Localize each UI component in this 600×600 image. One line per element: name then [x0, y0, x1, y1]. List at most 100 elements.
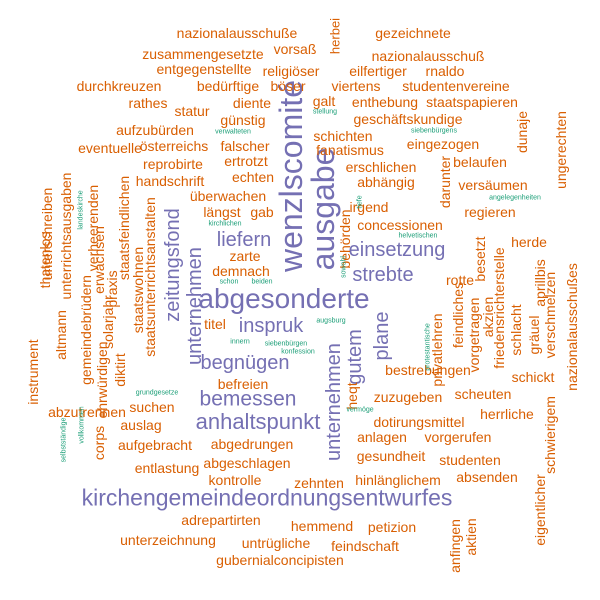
w-nazionalausschuesse: nazionalausschuße	[176, 25, 298, 41]
w-tiefe: tiefe	[356, 195, 364, 209]
w-innern: innern	[230, 338, 250, 346]
w-bemessen: bemessen	[199, 387, 297, 411]
w-gab: gab	[250, 204, 274, 220]
w-guenstig: günstig	[220, 112, 266, 128]
w-schwierigem: schwierigem	[542, 396, 558, 474]
w-staatsfeindlichen: staatsfeindlichen	[116, 175, 132, 281]
w-versaeumen: versäumen	[458, 177, 528, 193]
w-vorsass: vorsaß	[273, 41, 317, 57]
w-studentenvereine: studentenvereine	[402, 78, 510, 94]
w-einsetzung: einsetzung	[348, 239, 446, 261]
w-nazionalausschusses: nazionalausschußes	[564, 263, 580, 391]
w-zehnten: zehnten	[294, 475, 344, 491]
w-selbststaendige: selbstständige	[60, 417, 68, 463]
w-aufgebracht: aufgebracht	[118, 437, 192, 453]
w-abhaengig: abhängig	[357, 174, 415, 190]
w-instrument: instrument	[25, 339, 41, 405]
w-gesundheit: gesundheit	[356, 448, 426, 464]
w-diktirt: diktirt	[112, 353, 128, 387]
w-geschaeftskundige: geschäftskundige	[353, 111, 463, 127]
w-kirchlichen: kirchlichen	[208, 220, 242, 228]
w-besetzt: besetzt	[472, 236, 488, 282]
w-ueberwachen: überwachen	[189, 188, 267, 204]
w-absenden: absenden	[456, 469, 518, 485]
w-regieren: regieren	[464, 204, 516, 220]
w-galt: galt	[312, 93, 336, 109]
w-gutem: gutem	[344, 329, 366, 385]
w-staatsunterrichtsanstalten: staatsunterrichtsanstalten	[142, 197, 158, 357]
w-unterrichtsausgaben: unterrichtsausgaben	[58, 172, 74, 300]
w-begnuegen: begnügen	[200, 352, 290, 374]
w-unternehmen-1: unternehmen	[184, 247, 206, 365]
w-abgeschlagen: abgeschlagen	[203, 455, 291, 471]
w-staatspapieren: staatspapieren	[426, 94, 518, 110]
w-stellung: stellung	[312, 108, 338, 116]
w-herde: herde	[511, 234, 547, 250]
w-rathes: rathes	[128, 95, 168, 111]
w-bestrebungen: bestrebungen	[385, 362, 471, 378]
w-laengst: längst	[203, 204, 241, 220]
w-unterschreiben: unterschreiben	[39, 187, 55, 281]
w-verwalteten: verwalteten	[215, 128, 251, 136]
w-vorgetragen: vorgetragen	[466, 297, 482, 373]
w-friedensrichterstelle: friedensrichterstelle	[491, 247, 507, 369]
w-suchen: suchen	[129, 399, 175, 415]
w-boeser: böser	[270, 78, 306, 94]
w-eventuelle: eventuelle	[78, 140, 142, 156]
w-privatlehren: privatlehren	[429, 313, 445, 387]
w-schickt: schickt	[511, 369, 555, 385]
w-schichten: schichten	[313, 128, 373, 144]
w-beiden: beiden	[251, 278, 273, 286]
w-konfession: konfession	[281, 348, 315, 356]
w-verschmelzen: verschmelzen	[542, 271, 558, 359]
w-ertrotzt: ertrotzt	[224, 153, 268, 169]
w-corps: corps	[91, 425, 107, 461]
w-eilfertiger: eilfertiger	[349, 63, 407, 79]
w-unternehmen-2: unternehmen	[323, 343, 345, 461]
w-liefern: liefern	[216, 229, 272, 251]
w-vollkommen: vollkommen	[78, 406, 86, 444]
w-schlacht: schlacht	[508, 304, 524, 356]
w-helvetischen: helvetischen	[398, 232, 438, 240]
w-abgedrungen: abgedrungen	[210, 436, 294, 452]
w-ehrwuerdigen: ehrwürdigen	[94, 341, 110, 419]
w-anhaltspunkt: anhaltspunkt	[195, 409, 321, 434]
w-petizion: petizion	[367, 519, 417, 535]
w-strebte: strebte	[352, 264, 414, 286]
w-zusammengesetzte: zusammengesetzte	[142, 46, 264, 62]
w-vorgerufen: vorgerufen	[424, 429, 492, 445]
w-scheuten: scheuten	[454, 386, 512, 402]
w-aktien: aktien	[463, 518, 479, 556]
w-ausgabe: ausgabe	[305, 147, 341, 271]
w-dunaje: dunaje	[514, 110, 530, 154]
w-diente: diente	[232, 95, 272, 111]
w-hinlaenglichem: hinlänglichem	[355, 472, 441, 488]
w-nazionalausschuss: nazionalausschuß	[371, 48, 485, 64]
w-abzutrennen: abzutrennen	[48, 404, 126, 420]
w-siebenbuergens: siebenbürgens	[411, 127, 457, 135]
w-titel: titel	[204, 316, 226, 332]
w-statur: statur	[174, 103, 210, 119]
w-viertens: viertens	[331, 78, 381, 94]
w-angelegenheiten: angelegenheiten	[489, 194, 541, 202]
w-kontrolle: kontrolle	[208, 472, 262, 488]
w-enthebung: enthebung	[351, 94, 419, 110]
w-eigentlicher: eigentlicher	[532, 474, 548, 546]
w-echten: echten	[231, 169, 275, 185]
w-dotirungsmittel: dotirungsmittel	[373, 414, 465, 430]
w-graeuel: gräuel	[526, 315, 542, 355]
w-hemmend: hemmend	[290, 518, 354, 534]
w-plane: plane	[371, 311, 393, 361]
w-demnach: demnach	[212, 263, 270, 279]
w-zarte: zarte	[229, 248, 261, 264]
w-entgegenstellte: entgegenstellte	[156, 61, 252, 77]
w-untruegliche: untrügliche	[241, 535, 311, 551]
w-adrepartirten: adrepartirten	[181, 512, 261, 528]
w-kirchengemeindeordnungsentwurfes: kirchengemeindeordnungsentwurfes	[81, 484, 453, 511]
w-studenten: studenten	[439, 452, 501, 468]
w-feindliches: feindliches	[450, 281, 466, 349]
w-ungerechten: ungerechten	[553, 111, 569, 189]
w-augsburg: augsburg	[316, 317, 346, 325]
w-irgend: irgend	[349, 199, 389, 215]
